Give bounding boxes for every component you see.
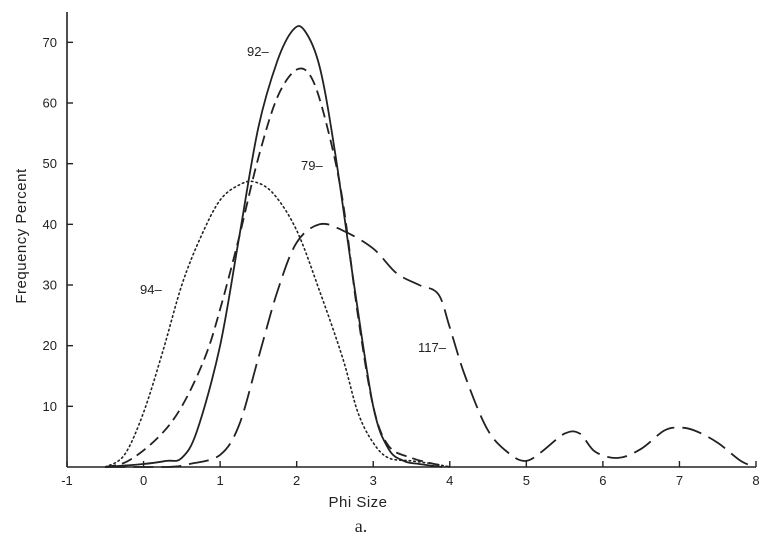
x-axis-title: Phi Size bbox=[328, 494, 387, 511]
y-tick-label: 30 bbox=[43, 278, 57, 293]
series-label-92: 92– bbox=[247, 44, 269, 59]
figure-caption: a. bbox=[355, 516, 368, 536]
x-tick-label: 6 bbox=[599, 473, 606, 488]
x-tick-label: -1 bbox=[61, 473, 73, 488]
x-tick-label: 4 bbox=[446, 473, 453, 488]
x-tick-label: 7 bbox=[676, 473, 683, 488]
x-tick-label: 1 bbox=[216, 473, 223, 488]
y-tick-label: 40 bbox=[43, 217, 57, 232]
series-label-79: 79– bbox=[301, 158, 323, 173]
y-axis-title: Frequency Percent bbox=[13, 168, 30, 304]
x-tick-label: 5 bbox=[523, 473, 530, 488]
series-label-117: 117– bbox=[418, 340, 447, 355]
x-tick-label: 3 bbox=[370, 473, 377, 488]
y-tick-label: 10 bbox=[43, 399, 57, 414]
series-line-92 bbox=[105, 25, 443, 468]
series-labels: 92– 79– 94– 117– bbox=[140, 44, 447, 355]
y-tick-label: 50 bbox=[43, 156, 57, 171]
y-tick-label: 20 bbox=[43, 338, 57, 353]
y-tick-label: 60 bbox=[43, 96, 57, 111]
series-layer bbox=[104, 25, 757, 468]
series-line-79 bbox=[105, 67, 450, 468]
x-tick-label: 2 bbox=[293, 473, 300, 488]
series-line-117 bbox=[105, 222, 757, 468]
axes: -1 0 1 2 3 4 5 6 7 8 10 20 30 40 50 60 70 bbox=[43, 12, 760, 488]
x-tick-label: 8 bbox=[752, 473, 759, 488]
x-tick-label: 0 bbox=[140, 473, 147, 488]
y-tick-label: 70 bbox=[43, 35, 57, 50]
series-line-94 bbox=[104, 180, 451, 468]
series-label-94: 94– bbox=[140, 282, 162, 297]
